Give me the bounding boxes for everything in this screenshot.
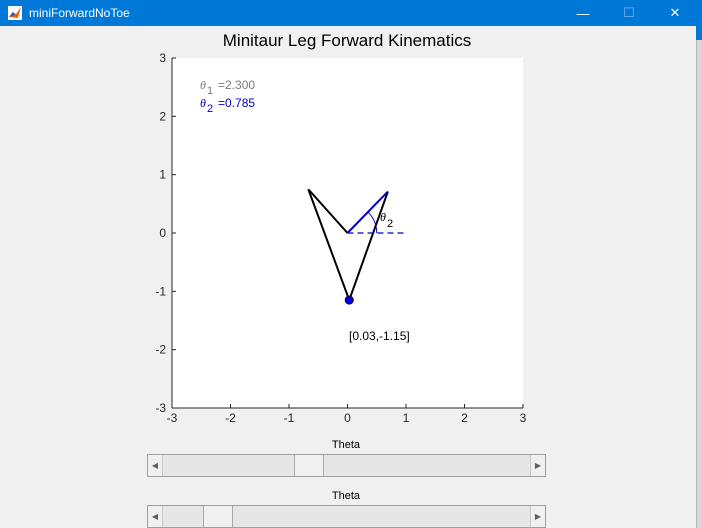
x-tick-label: 3 bbox=[520, 411, 527, 425]
plot-title: Minitaur Leg Forward Kinematics bbox=[222, 31, 472, 50]
leg-linkage bbox=[307, 188, 406, 305]
x-tick-label: 0 bbox=[344, 411, 351, 425]
window-titlebar[interactable]: miniForwardNoToe — ☐ ✕ bbox=[0, 0, 696, 26]
x-tick-label: -1 bbox=[284, 411, 295, 425]
matlab-icon bbox=[8, 6, 22, 20]
maximize-button[interactable]: ☐ bbox=[623, 5, 635, 20]
angle-label-symbol: θ bbox=[380, 210, 386, 224]
x-tick-label: -3 bbox=[167, 411, 178, 425]
close-button[interactable]: ✕ bbox=[669, 5, 681, 20]
minimize-button[interactable]: — bbox=[576, 5, 590, 21]
background-window-edge bbox=[696, 0, 702, 528]
theta1-value: =2.300 bbox=[218, 78, 255, 92]
slider-2-left-arrow-icon[interactable]: ◀ bbox=[148, 506, 163, 527]
y-tick-label: 3 bbox=[159, 51, 166, 65]
background-window-edge-top bbox=[696, 0, 702, 40]
y-tick-label: -2 bbox=[155, 343, 166, 357]
y-tick-label: 1 bbox=[159, 168, 166, 182]
upper-link-right bbox=[346, 190, 389, 234]
x-tick-label: -2 bbox=[225, 411, 236, 425]
x-tick-label: 1 bbox=[403, 411, 410, 425]
theta2-symbol: θ bbox=[200, 96, 206, 110]
theta2-value: =0.785 bbox=[218, 96, 255, 110]
theta1-symbol: θ bbox=[200, 78, 206, 92]
lower-link-left bbox=[307, 188, 351, 301]
theta1-subscript: 1 bbox=[207, 85, 213, 97]
foot-point bbox=[344, 295, 354, 305]
slider-1-thumb[interactable] bbox=[294, 455, 325, 476]
slider-2-right-arrow-icon[interactable]: ▶ bbox=[530, 506, 545, 527]
slider-2-thumb[interactable] bbox=[202, 506, 233, 527]
theta-slider-2[interactable]: ◀ ▶ bbox=[147, 505, 546, 528]
y-tick-label: 2 bbox=[159, 109, 166, 123]
y-tick-label: 0 bbox=[159, 226, 166, 240]
upper-link-left bbox=[307, 188, 349, 234]
theta2-subscript: 2 bbox=[207, 103, 213, 115]
y-tick-label: -3 bbox=[155, 401, 166, 415]
slider-1-left-arrow-icon[interactable]: ◀ bbox=[148, 455, 163, 476]
slider-2-label: Theta bbox=[331, 490, 361, 502]
axis-ticks: -3 -2 -1 0 1 2 3 3 2 1 0 -1 -2 -3 bbox=[155, 51, 526, 425]
foot-position-label: [0.03,-1.15] bbox=[349, 329, 410, 343]
slider-1-label: Theta bbox=[331, 439, 361, 451]
x-tick-label: 2 bbox=[461, 411, 468, 425]
angle-label-subscript: 2 bbox=[387, 218, 393, 230]
slider-1-right-arrow-icon[interactable]: ▶ bbox=[530, 455, 545, 476]
window-title: miniForwardNoToe bbox=[29, 6, 130, 20]
y-tick-label: -1 bbox=[155, 284, 166, 298]
theta-slider-1[interactable]: ◀ ▶ bbox=[147, 454, 546, 477]
lower-link-right bbox=[348, 191, 389, 301]
theta2-angle-arc bbox=[367, 211, 378, 234]
